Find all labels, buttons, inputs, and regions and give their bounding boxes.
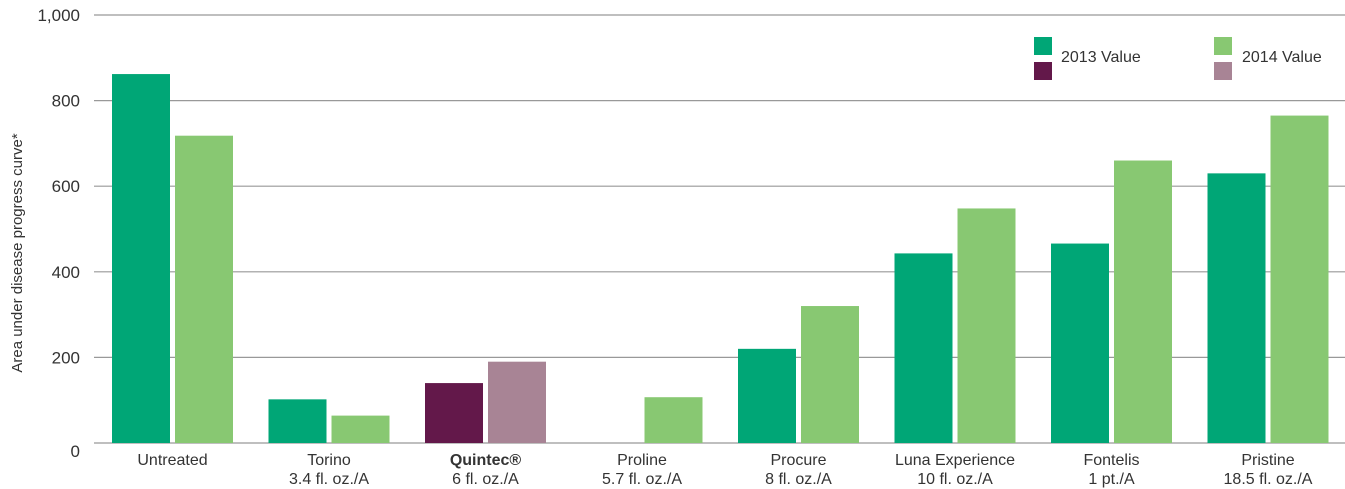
bar-2014 <box>801 306 859 443</box>
bar-2013 <box>1207 173 1266 444</box>
legend-swatch-2013-highlight <box>1034 62 1052 80</box>
category-label: Torino <box>307 452 351 469</box>
category-sublabel: 10 fl. oz./A <box>917 471 993 488</box>
category-label: Pristine <box>1241 452 1294 469</box>
bar-2014 <box>488 361 546 443</box>
bar-2013 <box>425 383 483 443</box>
bar-2014 <box>1114 160 1172 443</box>
category-label: Fontelis <box>1083 452 1139 469</box>
bar-2013 <box>112 74 170 444</box>
y-tick-label: 200 <box>52 348 80 367</box>
bar-2014 <box>175 135 233 444</box>
category-label: Untreated <box>137 452 207 469</box>
category-sublabel: 18.5 fl. oz./A <box>1224 471 1313 488</box>
category-label: Quintec® <box>450 452 522 469</box>
category-sublabel: 1 pt./A <box>1088 471 1135 488</box>
y-tick-label: 800 <box>52 92 80 111</box>
legend-swatch-2014-highlight <box>1214 62 1232 80</box>
bar-2013 <box>1051 243 1109 443</box>
category-sublabel: 8 fl. oz./A <box>765 471 832 488</box>
category-sublabel: 6 fl. oz./A <box>452 471 519 488</box>
bar-2013 <box>268 399 327 443</box>
category-label: Luna Experience <box>895 452 1015 469</box>
category-sublabel: 5.7 fl. oz./A <box>602 471 682 488</box>
legend-swatch-2013 <box>1034 37 1052 55</box>
y-axis-label: Area under disease progress curve* <box>9 133 26 372</box>
bar-2013 <box>894 253 953 443</box>
y-tick-label: 400 <box>52 263 80 282</box>
y-tick-label: 600 <box>52 177 80 196</box>
category-sublabel: 3.4 fl. oz./A <box>289 471 369 488</box>
bar-2014 <box>957 208 1016 443</box>
bar-2014 <box>644 397 703 443</box>
legend-label-2014: 2014 Value <box>1242 49 1322 66</box>
bar-2014 <box>1270 115 1329 443</box>
category-label: Proline <box>617 452 667 469</box>
bar-2013 <box>738 348 796 443</box>
x-axis-labels: Untreated Torino 3.4 fl. oz./A Quintec® 6 fl… <box>137 452 1312 488</box>
legend-swatch-2014 <box>1214 37 1232 55</box>
legend: 2013 Value 2014 Value <box>1034 37 1322 80</box>
y-axis-ticks: 0 200 400 600 800 1,000 <box>37 6 80 461</box>
bars <box>112 74 1329 444</box>
y-tick-label: 1,000 <box>37 6 80 25</box>
bar-2014 <box>331 415 390 443</box>
y-tick-label: 0 <box>71 442 80 461</box>
legend-label-2013: 2013 Value <box>1061 49 1141 66</box>
category-label: Procure <box>770 452 826 469</box>
